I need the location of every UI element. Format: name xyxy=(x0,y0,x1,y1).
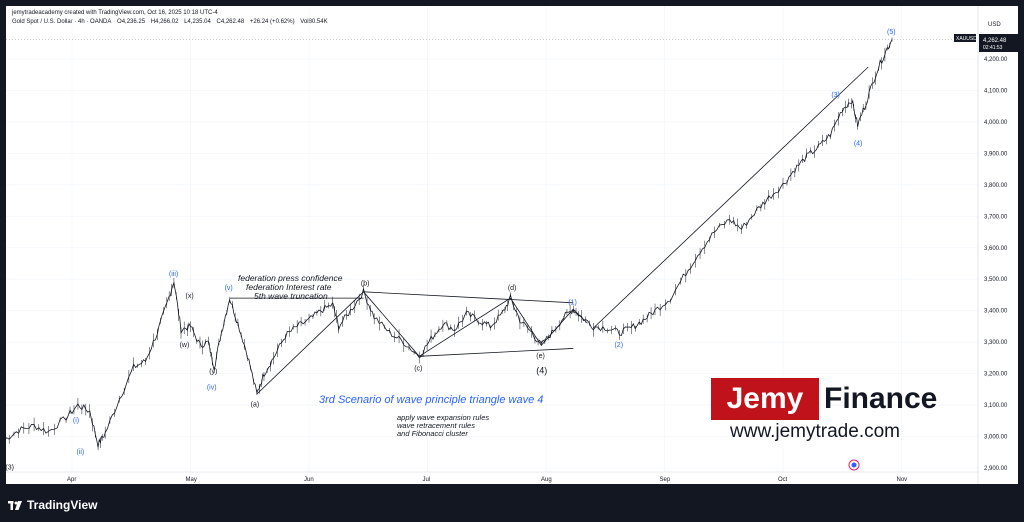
y-tick-label: 3,200.00 xyxy=(984,372,1008,378)
wave-label: (1) xyxy=(568,299,577,306)
y-tick-label: 3,800.00 xyxy=(984,183,1008,189)
wave-label: (5) xyxy=(887,29,896,36)
footer-bar: TradingView xyxy=(0,486,1024,522)
y-tick-label: 3,100.00 xyxy=(984,403,1008,409)
wave-label: (y) xyxy=(209,369,217,376)
chart-panel[interactable]: jemytradeacademy created with TradingVie… xyxy=(6,6,1018,484)
trendline[interactable] xyxy=(256,291,364,395)
trendline[interactable] xyxy=(593,66,869,329)
x-tick-label: Apr xyxy=(67,477,76,483)
y-tick-label: 3,500.00 xyxy=(984,277,1008,283)
y-tick-label: 4,100.00 xyxy=(984,88,1008,94)
trendline[interactable] xyxy=(418,297,511,357)
y-tick-label: 3,900.00 xyxy=(984,151,1008,157)
wave-label: (3) xyxy=(6,465,14,472)
wave-label: (w) xyxy=(180,342,190,349)
low-value: L4,235.04 xyxy=(184,19,211,25)
countdown: 02:41:53 xyxy=(983,45,1003,51)
fed-annotation-line: 5th wave truncation xyxy=(254,291,328,301)
symbol-info-bar: Gold Spot / U.S. Dollar · 4h · OANDA O4,… xyxy=(12,19,332,25)
x-tick-label: Jul xyxy=(423,477,431,483)
trendline[interactable] xyxy=(510,297,542,346)
wave-label: (2) xyxy=(614,342,623,349)
wave-labels: (iii) (x) (w) (y) (iv) (v) (i) (ii) (3) (a) (b) (c)… xyxy=(6,29,896,472)
last-price: 4,262.48 xyxy=(983,38,1007,44)
wave-label: (ii) xyxy=(76,449,84,456)
x-tick-label: Aug xyxy=(541,477,552,483)
price-line xyxy=(6,39,893,448)
trendline[interactable] xyxy=(363,291,420,357)
symbol-name[interactable]: Gold Spot / U.S. Dollar · 4h · OANDA xyxy=(12,19,112,25)
price-axis[interactable]: 4,200.00 4,100.00 4,000.00 3,900.00 3,800.00… xyxy=(984,57,1008,472)
tradingview-logo[interactable]: TradingView xyxy=(8,498,97,512)
rule-line: wave retracement rules xyxy=(397,421,475,430)
x-tick-label: Sep xyxy=(660,477,671,483)
wave-label: (a) xyxy=(251,402,260,409)
tradingview-badge-icon[interactable] xyxy=(848,459,860,471)
wave-label: (i) xyxy=(73,417,79,424)
wave-label: (iv) xyxy=(207,384,217,391)
close-value: C4,262.48 xyxy=(216,19,245,25)
y-tick-label: 3,000.00 xyxy=(984,435,1008,441)
x-tick-label: Oct xyxy=(778,477,788,483)
price-series xyxy=(6,37,893,451)
last-price-tag: XAUUSD 4,262.48 02:41:53 xyxy=(954,34,1018,52)
wave-label: (3) xyxy=(831,92,840,99)
wave-label: (x) xyxy=(186,293,194,300)
trendline[interactable] xyxy=(363,291,574,304)
brand-website: www.jemytrade.com xyxy=(730,421,900,442)
trendlines xyxy=(229,66,869,395)
created-by-text: jemytradeacademy created with TradingVie… xyxy=(12,10,218,16)
price-chart[interactable]: (iii) (x) (w) (y) (iv) (v) (i) (ii) (3) (a) (b) (c)… xyxy=(6,6,1018,484)
fed-annotation-line: federation Interest rate xyxy=(246,282,332,292)
y-tick-label: 3,300.00 xyxy=(984,340,1008,346)
y-tick-label: 4,000.00 xyxy=(984,120,1008,126)
y-tick-label: 3,700.00 xyxy=(984,214,1008,220)
wave-label: (4) xyxy=(854,141,863,148)
high-value: H4,266.02 xyxy=(150,19,179,25)
currency-label: USD xyxy=(988,22,1001,28)
scenario-title: 3rd Scenario of wave principle triangle … xyxy=(319,394,543,406)
rule-line: apply wave expansion rules xyxy=(397,413,489,422)
time-axis[interactable]: Apr May Jun Jul Aug Sep Oct Nov xyxy=(67,477,907,483)
rule-line: and Fibonacci cluster xyxy=(397,429,468,438)
trendline[interactable] xyxy=(572,308,588,324)
open-value: O4,236.25 xyxy=(117,19,146,25)
tradingview-logo-text: TradingView xyxy=(27,498,98,512)
x-tick-label: May xyxy=(186,477,197,483)
x-tick-label: Jun xyxy=(304,477,314,483)
grid xyxy=(6,6,978,472)
wave-label: (v) xyxy=(225,285,233,292)
volume-value: Vol80.54K xyxy=(300,19,328,25)
y-tick-label: 2,900.00 xyxy=(984,466,1008,472)
ticker-label: XAUUSD xyxy=(956,36,977,42)
y-tick-label: 4,200.00 xyxy=(984,57,1008,63)
wave-label: (e) xyxy=(536,353,545,360)
wave-label: (c) xyxy=(414,365,422,372)
trendline[interactable] xyxy=(419,348,574,357)
y-tick-label: 3,600.00 xyxy=(984,246,1008,252)
tradingview-logo-icon xyxy=(8,500,22,510)
change-value: +26.24 (+0.62%) xyxy=(249,19,295,25)
wave-label: (b) xyxy=(361,281,370,288)
wave-label: (iii) xyxy=(169,271,178,278)
brand-jemy-box: Jemy xyxy=(711,378,819,420)
x-tick-label: Nov xyxy=(897,477,908,483)
y-tick-label: 3,400.00 xyxy=(984,309,1008,315)
wave-label: (4) xyxy=(536,366,547,376)
wave-label: (d) xyxy=(508,285,517,292)
fed-annotation-line: federation press confidence xyxy=(238,273,343,283)
brand-finance-text: Finance xyxy=(824,382,938,415)
